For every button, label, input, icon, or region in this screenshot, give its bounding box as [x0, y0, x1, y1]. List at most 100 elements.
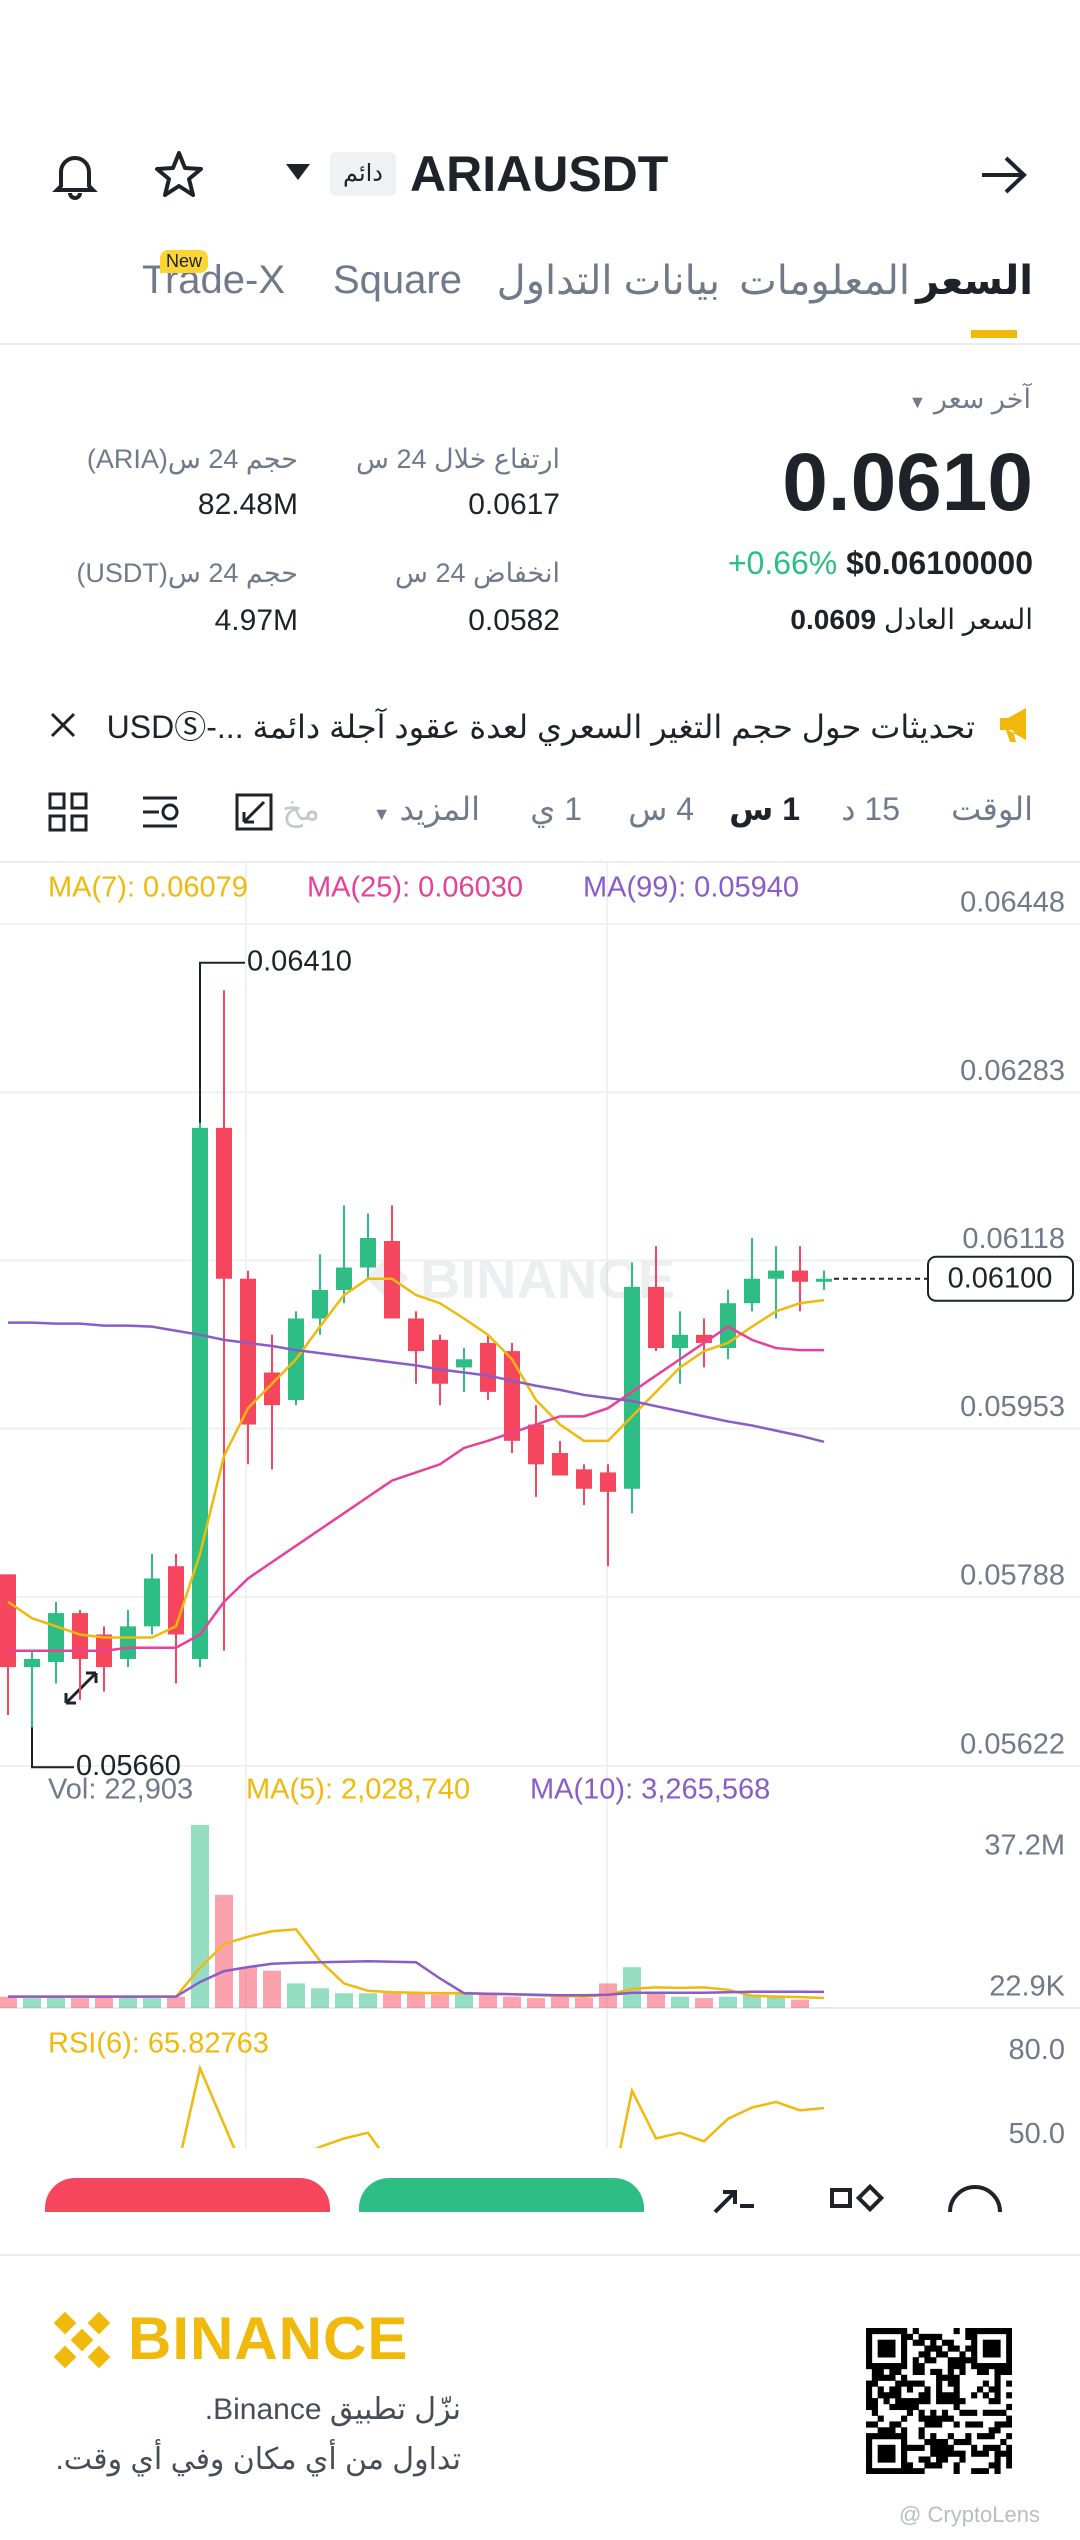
qr-module — [983, 2340, 989, 2346]
qr-module — [983, 2351, 989, 2357]
faded-tool[interactable]: مخ — [282, 790, 320, 828]
tab[interactable]: Square — [333, 258, 462, 303]
tab[interactable]: بيانات التداول — [497, 258, 720, 304]
qr-module — [907, 2445, 913, 2451]
interval[interactable]: 15 د — [841, 790, 900, 828]
forward-icon[interactable] — [976, 150, 1032, 200]
interval-label: الوقت — [951, 790, 1033, 828]
qr-module — [994, 2462, 1000, 2468]
qr-module — [895, 2328, 901, 2334]
volume-bar — [719, 1997, 737, 2008]
qr-module — [942, 2398, 948, 2404]
qr-module — [936, 2398, 942, 2404]
qr-module — [919, 2433, 925, 2439]
tab[interactable]: السعر — [916, 258, 1033, 304]
qr-module — [872, 2410, 878, 2416]
close-icon[interactable] — [48, 710, 78, 740]
dropdown-icon[interactable] — [284, 162, 312, 182]
qr-module — [889, 2369, 895, 2375]
qr-module — [930, 2346, 936, 2352]
qr-module — [983, 2433, 989, 2439]
qr-module — [954, 2451, 960, 2457]
qr-module — [983, 2445, 989, 2451]
qr-module — [959, 2439, 965, 2445]
qr-module — [948, 2357, 954, 2363]
qr-module — [901, 2328, 907, 2334]
qr-module — [983, 2410, 989, 2416]
symbol[interactable]: ARIAUSDT — [410, 145, 668, 203]
more-intervals[interactable]: المزيد ▼ — [373, 790, 480, 828]
label: المزيد — [400, 791, 481, 827]
qr-module — [954, 2439, 960, 2445]
qr-module — [872, 2433, 878, 2439]
qr-module — [983, 2451, 989, 2457]
qr-module — [901, 2445, 907, 2451]
qr-module — [884, 2433, 890, 2439]
qr-module — [866, 2386, 872, 2392]
qr-module — [954, 2375, 960, 2381]
qr-module — [878, 2427, 884, 2433]
qr-module — [878, 2392, 884, 2398]
buy-button[interactable] — [359, 2178, 644, 2212]
interval[interactable]: 4 س — [628, 790, 694, 828]
interval[interactable]: 1 س — [729, 790, 800, 828]
qr-code[interactable] — [866, 2328, 1012, 2474]
layout-icon[interactable] — [48, 792, 88, 832]
announcement[interactable]: تحديثات حول حجم التغير السعري لعدة عقود … — [107, 702, 975, 748]
qr-module — [936, 2421, 942, 2427]
indicator-icon[interactable] — [140, 792, 184, 832]
qr-module — [884, 2398, 890, 2404]
qr-module — [930, 2439, 936, 2445]
more-icon[interactable] — [950, 2187, 1000, 2212]
legend-entry: MA(7): 0.06079 — [48, 872, 248, 904]
star-icon[interactable] — [152, 148, 206, 202]
qr-module — [1006, 2433, 1012, 2439]
qr-module — [954, 2468, 960, 2474]
y-tick-label: 0.06283 — [960, 1055, 1065, 1087]
volume-bar — [767, 1997, 785, 2008]
qr-module — [936, 2369, 942, 2375]
qr-module — [1000, 2363, 1006, 2369]
qr-module — [959, 2451, 965, 2457]
qr-module — [895, 2369, 901, 2375]
qr-module — [936, 2334, 942, 2340]
qr-module — [884, 2346, 890, 2352]
qr-module — [948, 2433, 954, 2439]
sell-button[interactable] — [45, 2178, 330, 2212]
draw-tool-icon[interactable] — [234, 792, 274, 832]
qr-module — [977, 2363, 983, 2369]
rsi-tick-label: 80.0 — [1009, 2034, 1065, 2066]
qr-module — [919, 2340, 925, 2346]
qr-module — [959, 2357, 965, 2363]
qr-module — [866, 2340, 872, 2346]
qr-module — [983, 2381, 989, 2387]
volume-bar — [791, 2000, 809, 2008]
last-price-label[interactable]: آخر سعر ▼ — [909, 384, 1031, 415]
qr-module — [989, 2363, 995, 2369]
qr-module — [948, 2451, 954, 2457]
qr-module — [965, 2433, 971, 2439]
qr-module — [889, 2404, 895, 2410]
interval[interactable]: 1 ي — [530, 790, 582, 828]
qr-module — [1006, 2416, 1012, 2422]
compare-icon[interactable] — [832, 2187, 881, 2210]
tab[interactable]: المعلومات — [739, 258, 910, 304]
qr-module — [954, 2328, 960, 2334]
qr-module — [924, 2398, 930, 2404]
qr-module — [919, 2410, 925, 2416]
qr-module — [889, 2456, 895, 2462]
y-tick-label: 0.06118 — [962, 1223, 1065, 1255]
qr-module — [924, 2346, 930, 2352]
qr-module — [884, 2340, 890, 2346]
qr-module — [866, 2468, 872, 2474]
candle-body — [312, 1290, 328, 1319]
qr-module — [989, 2433, 995, 2439]
share-icon[interactable] — [715, 2192, 754, 2212]
bell-icon[interactable] — [48, 148, 102, 202]
label: آخر سعر — [934, 384, 1031, 414]
qr-module — [889, 2451, 895, 2457]
volume-bar — [383, 1993, 401, 2008]
qr-module — [919, 2363, 925, 2369]
qr-module — [971, 2334, 977, 2340]
